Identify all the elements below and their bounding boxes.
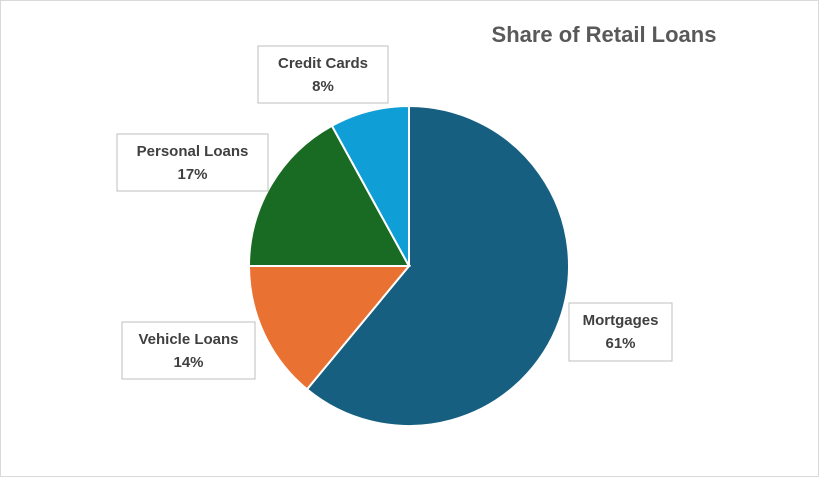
category-label: Personal Loans <box>137 143 249 160</box>
chart-title: Share of Retail Loans <box>492 22 717 47</box>
callout-box <box>121 321 256 380</box>
value-label: 14% <box>173 354 203 371</box>
value-label: 17% <box>177 166 207 183</box>
callout-box <box>116 133 269 192</box>
value-label: 61% <box>605 335 635 352</box>
pie-slice <box>330 104 410 267</box>
category-label: Vehicle Loans <box>138 331 238 348</box>
category-label: Mortgages <box>583 312 659 329</box>
pie-slice <box>305 104 570 427</box>
pie-slice <box>247 124 411 267</box>
value-label: 8% <box>312 78 334 95</box>
category-label: Credit Cards <box>278 55 368 72</box>
pie-slice <box>247 265 412 391</box>
callout-box <box>568 302 673 362</box>
callout-box <box>257 45 389 104</box>
